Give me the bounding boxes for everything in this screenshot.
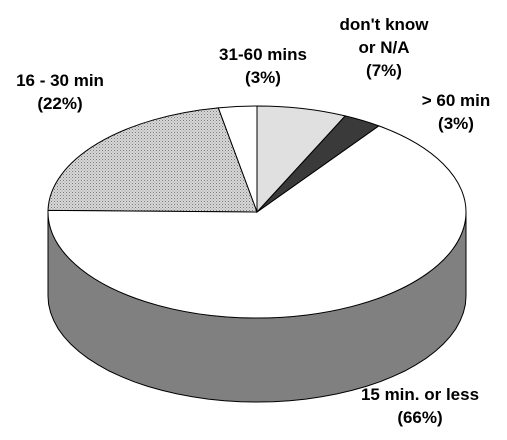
label-line: or N/A bbox=[359, 38, 410, 57]
pie-top bbox=[47, 105, 467, 319]
label-line: > 60 min bbox=[422, 91, 491, 110]
label-line: don't know bbox=[339, 15, 429, 34]
slice-dont-know bbox=[256, 105, 347, 214]
label-15-or-less: 15 min. or less (66%) bbox=[361, 385, 479, 427]
slice-16-30 bbox=[47, 107, 258, 213]
slice-15-or-less bbox=[47, 125, 467, 319]
pie-labels: 15 min. or less (66%) 16 - 30 min (22%) 31-6… bbox=[16, 15, 490, 427]
label-line: (7%) bbox=[366, 61, 402, 80]
label-31-60: 31-60 mins (3%) bbox=[219, 45, 307, 87]
label-dont-know: don't know or N/A (7%) bbox=[339, 15, 429, 80]
label-line: (66%) bbox=[397, 408, 442, 427]
label-line: 15 min. or less bbox=[361, 385, 479, 404]
label-16-30: 16 - 30 min (22%) bbox=[16, 71, 104, 113]
label-line: (3%) bbox=[438, 114, 474, 133]
label-line: (22%) bbox=[37, 94, 82, 113]
label-line: (3%) bbox=[245, 68, 281, 87]
label-line: 31-60 mins bbox=[219, 45, 307, 64]
label-line: 16 - 30 min bbox=[16, 71, 104, 90]
label-over-60: > 60 min (3%) bbox=[422, 91, 491, 133]
